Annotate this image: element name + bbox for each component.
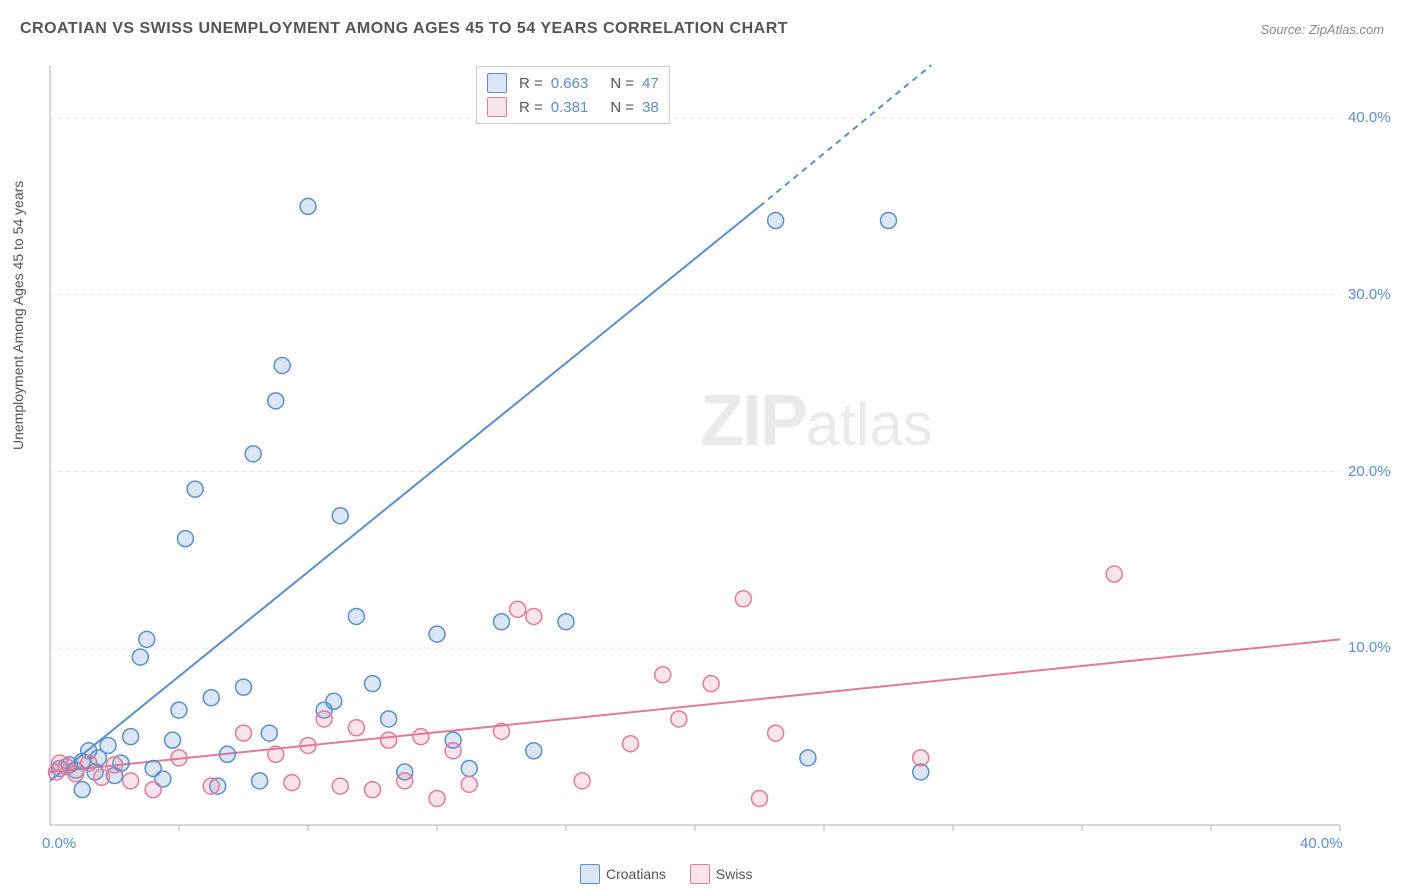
source-label: Source: ZipAtlas.com [1260,22,1384,37]
scatter-chart [40,55,1360,845]
legend-item-swiss: Swiss [690,864,753,884]
legend-label-croatians: Croatians [606,866,666,882]
legend-swatch-swiss [690,864,710,884]
y-tick-label: 40.0% [1348,109,1391,126]
stat-swatch-swiss [487,97,507,117]
stats-box: R = 0.663 N = 47 R = 0.381 N = 38 [476,66,670,124]
chart-title: CROATIAN VS SWISS UNEMPLOYMENT AMONG AGE… [20,20,788,38]
y-tick-label: 30.0% [1348,286,1391,303]
stat-row-croatians: R = 0.663 N = 47 [487,71,659,95]
y-tick-label: 10.0% [1348,639,1391,656]
legend-label-swiss: Swiss [716,866,753,882]
x-origin-label: 0.0% [42,835,76,852]
y-tick-label: 20.0% [1348,463,1391,480]
legend-swatch-croatians [580,864,600,884]
x-end-label: 40.0% [1300,835,1343,852]
stat-row-swiss: R = 0.381 N = 38 [487,95,659,119]
bottom-legend: Croatians Swiss [580,864,752,884]
y-axis-label: Unemployment Among Ages 45 to 54 years [10,181,26,450]
legend-item-croatians: Croatians [580,864,666,884]
stat-swatch-croatians [487,73,507,93]
